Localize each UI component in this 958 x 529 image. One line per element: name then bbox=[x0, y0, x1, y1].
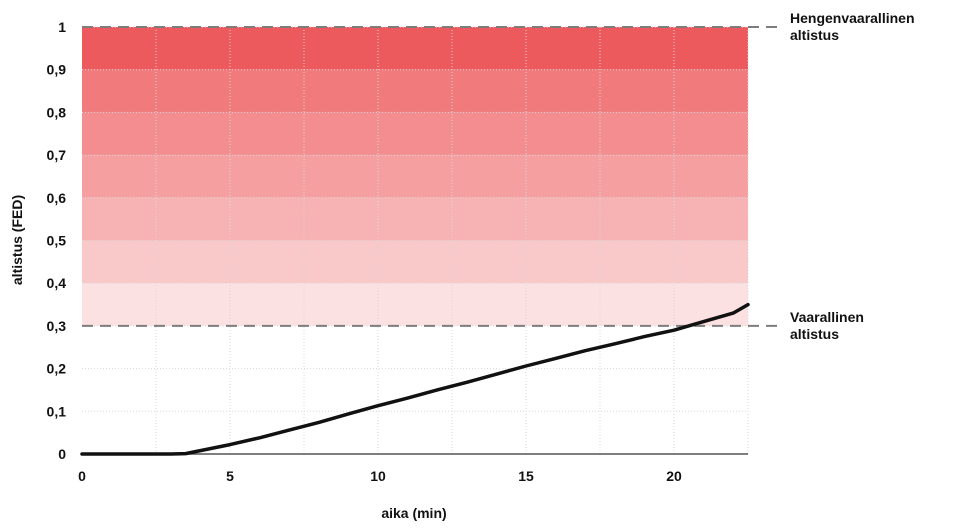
y-tick-label-8: 0,8 bbox=[47, 104, 67, 120]
risk-band-5 bbox=[82, 69, 748, 113]
risk-band-4 bbox=[82, 112, 748, 156]
y-tick-label-7: 0,7 bbox=[47, 147, 67, 163]
y-tick-label-5: 0,5 bbox=[47, 233, 67, 249]
risk-band-1 bbox=[82, 240, 748, 284]
y-tick-label-3: 0,3 bbox=[47, 318, 67, 334]
risk-band-6 bbox=[82, 27, 748, 70]
y-tick-label-9: 0,9 bbox=[47, 62, 67, 78]
threshold-label-1-line-1: altistus bbox=[790, 326, 839, 342]
y-tick-label-2: 0,2 bbox=[47, 361, 67, 377]
x-tick-label-4: 20 bbox=[666, 468, 682, 484]
threshold-label-0-line-0: Hengenvaarallinen bbox=[790, 10, 915, 26]
risk-bands bbox=[82, 27, 748, 326]
y-tick-label-6: 0,6 bbox=[47, 190, 67, 206]
y-tick-label-0: 0 bbox=[58, 446, 66, 462]
y-axis-title: altistus (FED) bbox=[9, 195, 25, 285]
threshold-label-1: Vaarallinen altistus bbox=[790, 309, 864, 342]
series-lines bbox=[80, 302, 750, 456]
threshold-label-1-line-0: Vaarallinen bbox=[790, 309, 864, 325]
risk-band-0 bbox=[82, 283, 748, 326]
y-tick-label-10: 1 bbox=[58, 19, 66, 35]
x-tick-label-1: 5 bbox=[226, 468, 234, 484]
x-axis-title: aika (min) bbox=[381, 505, 446, 521]
threshold-label-0-line-1: altistus bbox=[790, 27, 839, 43]
threshold-label-0: Hengenvaarallinen altistus bbox=[790, 10, 915, 43]
series-line-0 bbox=[80, 302, 750, 456]
risk-band-2 bbox=[82, 197, 748, 241]
y-tick-label-1: 0,1 bbox=[47, 403, 67, 419]
tick-labels: 00,10,20,30,40,50,60,70,80,910 5 10 15 20 bbox=[47, 19, 682, 484]
x-tick-label-3: 15 bbox=[518, 468, 534, 484]
x-tick-label-0: 0 bbox=[78, 468, 86, 484]
y-tick-label-4: 0,4 bbox=[47, 275, 67, 291]
risk-band-3 bbox=[82, 155, 748, 198]
x-tick-label-2: 10 bbox=[370, 468, 386, 484]
